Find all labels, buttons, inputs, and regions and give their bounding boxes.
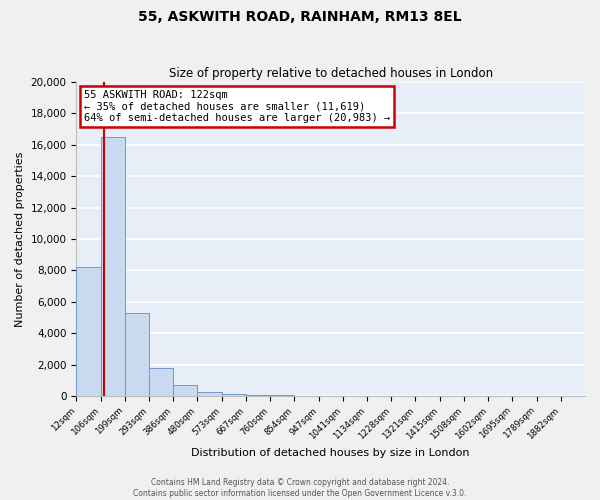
Bar [222,394,246,396]
Bar [101,137,125,396]
Title: Size of property relative to detached houses in London: Size of property relative to detached ho… [169,66,493,80]
Bar [149,368,173,396]
Bar [125,312,149,396]
Text: 55 ASKWITH ROAD: 122sqm
← 35% of detached houses are smaller (11,619)
64% of sem: 55 ASKWITH ROAD: 122sqm ← 35% of detache… [84,90,390,123]
Bar [246,394,270,396]
Bar [197,392,222,396]
Bar [76,267,101,396]
Bar [270,395,295,396]
Y-axis label: Number of detached properties: Number of detached properties [15,152,25,326]
X-axis label: Distribution of detached houses by size in London: Distribution of detached houses by size … [191,448,470,458]
Bar [173,385,197,396]
Text: 55, ASKWITH ROAD, RAINHAM, RM13 8EL: 55, ASKWITH ROAD, RAINHAM, RM13 8EL [138,10,462,24]
Text: Contains HM Land Registry data © Crown copyright and database right 2024.
Contai: Contains HM Land Registry data © Crown c… [133,478,467,498]
